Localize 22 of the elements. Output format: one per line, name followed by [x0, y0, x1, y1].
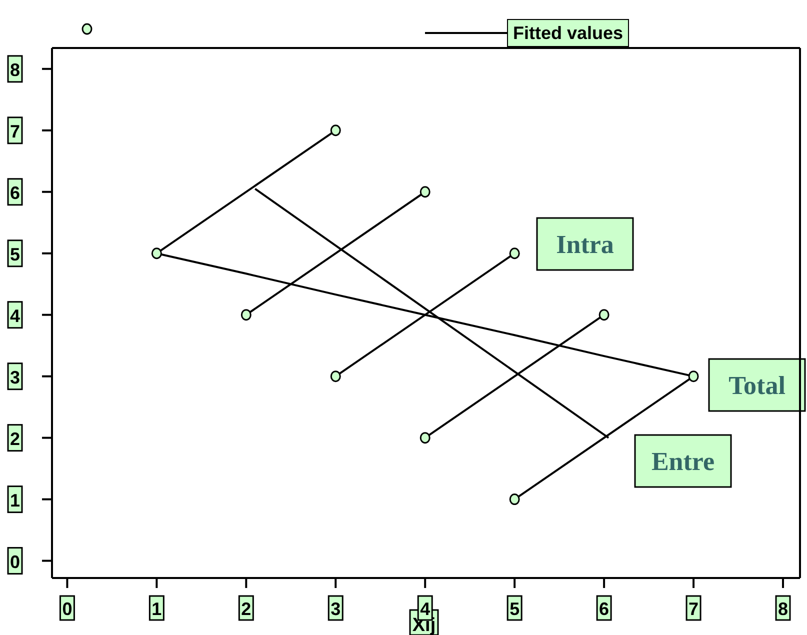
y-tick-label: 2 — [10, 428, 20, 449]
y-tick-label: 0 — [10, 552, 20, 572]
annotation: Entre — [651, 447, 715, 476]
x-tick-label: 1 — [152, 599, 162, 619]
y-tick-label: 7 — [10, 121, 20, 142]
x-tick-label: 0 — [62, 599, 72, 619]
y-tick-label: 8 — [10, 60, 20, 80]
x-tick-label: 8 — [778, 599, 788, 619]
x-tick-label: 2 — [241, 599, 252, 619]
y-tick-label: 1 — [10, 490, 20, 510]
x-tick-label: 4 — [420, 599, 430, 619]
legend-label: Fitted values — [507, 19, 630, 47]
x-tick-label: 6 — [599, 599, 610, 619]
y-tick-label: 5 — [10, 244, 20, 264]
annotation: Intra — [556, 230, 614, 259]
y-tick-label: 3 — [10, 367, 20, 388]
y-tick-label: 4 — [10, 306, 20, 326]
x-tick-label: 5 — [510, 599, 520, 619]
x-tick-label: 3 — [330, 599, 341, 619]
y-tick-label: 6 — [10, 182, 20, 203]
annotation: Total — [728, 371, 786, 400]
x-tick-label: 7 — [688, 599, 699, 619]
